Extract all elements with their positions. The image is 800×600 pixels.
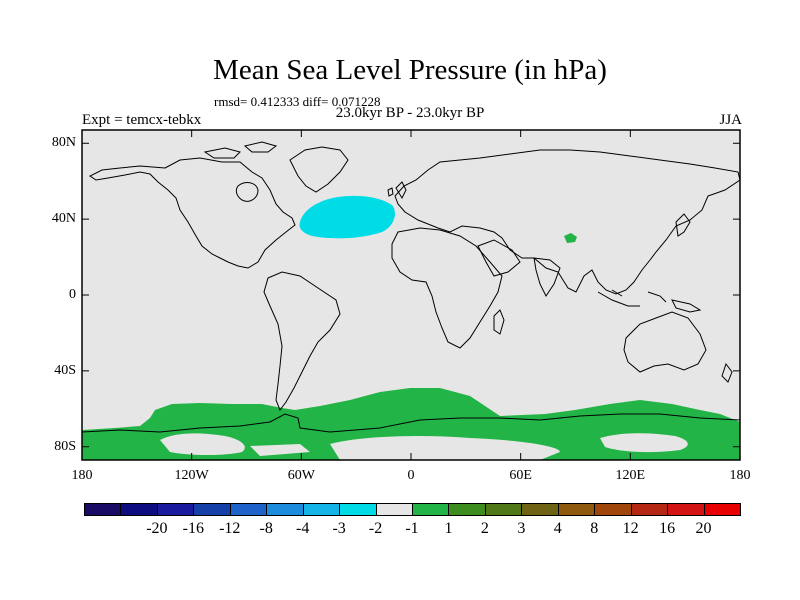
- coast-africa: [391, 227, 503, 349]
- x-tick-label: 120W: [174, 468, 209, 483]
- legend-color-box: [557, 503, 596, 516]
- legend-color-box: [193, 503, 231, 516]
- x-tick-label: 180: [729, 468, 751, 483]
- period-label: 23.0kyr BP - 23.0kyr BP: [335, 105, 485, 121]
- legend-color-box: [84, 503, 122, 516]
- experiment-label: Expt = temcx-tebkx: [82, 112, 202, 128]
- light-pocket-4: [250, 444, 310, 456]
- legend-color-box: [266, 503, 304, 516]
- y-tick-label: 80N: [51, 135, 76, 151]
- coast-new-zealand: [721, 362, 733, 383]
- coast-europe-asia: [394, 149, 740, 295]
- legend-color-box: [484, 503, 523, 516]
- x-tick-label: 60E: [509, 468, 532, 483]
- legend-label: 1: [444, 520, 453, 537]
- legend-label: -8: [259, 520, 273, 537]
- x-tick-label: 180: [71, 468, 93, 483]
- y-tick-label: 80S: [54, 438, 76, 454]
- legend-label: -2: [368, 520, 383, 537]
- coast-hudson-bay: [235, 182, 259, 202]
- light-pocket-3: [600, 433, 688, 453]
- legend-label: -20: [146, 520, 168, 537]
- coast-australia: [623, 311, 707, 373]
- coast-south-america: [263, 271, 341, 412]
- anomaly-region-southern-ocean: [82, 388, 740, 460]
- chart-title: Mean Sea Level Pressure (in hPa): [213, 54, 607, 86]
- legend-color-box: [667, 503, 705, 516]
- light-pocket-1: [160, 433, 245, 455]
- legend-color-box: [375, 503, 413, 516]
- legend-label: 12: [622, 520, 639, 537]
- legend-color-box: [412, 503, 450, 516]
- legend-color-box: [229, 503, 268, 516]
- legend-color-box: [594, 503, 632, 516]
- y-tick-label: 0: [69, 287, 76, 302]
- light-pocket-2: [330, 436, 560, 460]
- x-tick-label: 120E: [615, 468, 646, 483]
- coast-india: [533, 257, 561, 297]
- legend-label: -12: [219, 520, 241, 537]
- anomaly-region-tibet: [564, 233, 577, 243]
- coast-madagascar: [493, 309, 505, 335]
- legend-color-box: [339, 503, 377, 516]
- legend-label: 2: [480, 520, 489, 537]
- legend-color-box: [703, 503, 741, 516]
- coast-japan: [675, 213, 691, 237]
- legend-color-box: [630, 503, 669, 516]
- coast-antarctica: [82, 413, 740, 433]
- legend-label: -3: [332, 520, 346, 537]
- legend-label: 20: [695, 520, 712, 537]
- y-tick-label: 40N: [51, 211, 76, 227]
- legend-color-box: [448, 503, 486, 516]
- legend-label: 3: [517, 520, 526, 537]
- coast-greenland: [289, 146, 349, 193]
- anomaly-region-north-atlantic: [299, 195, 395, 239]
- legend-color-box: [302, 503, 341, 516]
- legend-label: 4: [553, 520, 562, 537]
- season-label: JJA: [719, 112, 742, 128]
- y-tick-label: 40S: [54, 362, 76, 378]
- coast-arabia: [477, 239, 521, 277]
- legend-label: -4: [295, 520, 310, 537]
- x-tick-label: 0: [407, 468, 415, 483]
- legend-color-box: [521, 503, 559, 516]
- coast-british-isles: [387, 181, 407, 200]
- legend-label: 8: [590, 520, 599, 537]
- legend-label: 16: [659, 520, 676, 537]
- x-tick-label: 60W: [287, 468, 315, 483]
- coast-indonesia: [597, 289, 702, 313]
- legend-color-box: [156, 503, 195, 516]
- coast-arctic-islands: [203, 141, 278, 159]
- legend-label: -1: [405, 520, 419, 537]
- stats-text: rmsd= 0.412333 diff= 0.071228: [214, 94, 381, 109]
- legend-color-box: [120, 503, 158, 516]
- coast-north-america: [89, 157, 296, 269]
- legend-label: -16: [182, 520, 204, 537]
